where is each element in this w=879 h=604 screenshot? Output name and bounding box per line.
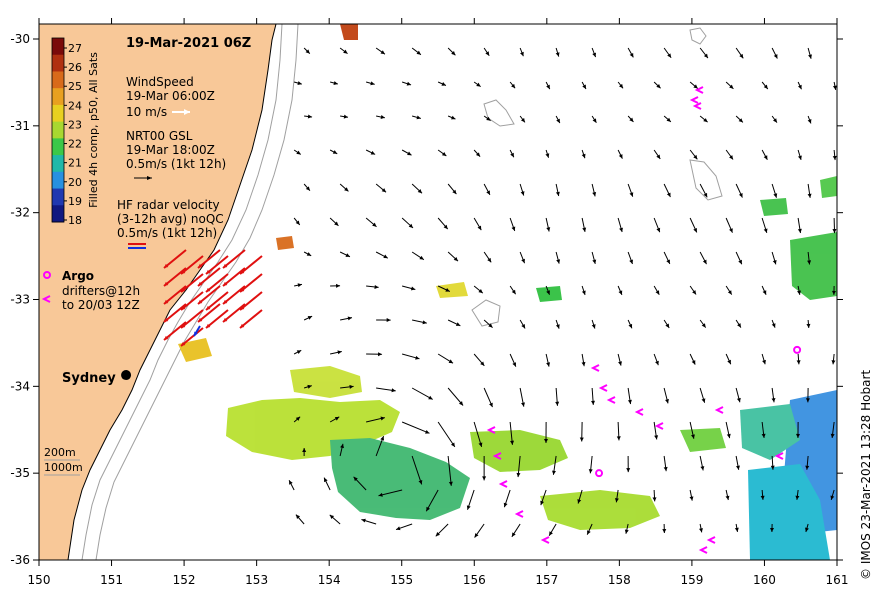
current-arrowhead (843, 120, 847, 124)
colorbar-tick-label: 18 (68, 214, 82, 227)
colorbar-label: Filled 4h comp, p50, All Sats (87, 52, 100, 208)
wind-title: WindSpeed (126, 75, 194, 89)
wind-time: 19-Mar 06:00Z (126, 89, 215, 103)
colorbar-tick-label: 25 (68, 80, 82, 93)
current-arrowhead (842, 261, 846, 265)
colorbar-cell (52, 205, 64, 222)
gsl-title: NRT00 GSL (126, 129, 193, 143)
current-arrowhead (840, 465, 844, 469)
colorbar-cell (52, 138, 64, 155)
drifters-label-1: drifters@12h (62, 284, 140, 298)
colorbar-cell (52, 55, 64, 72)
x-tick-label: 153 (245, 573, 268, 587)
current-arrow (844, 116, 845, 124)
colorbar-tick-label: 21 (68, 157, 82, 170)
colorbar-cell (52, 71, 64, 88)
colorbar-tick-label: 23 (68, 118, 82, 131)
colorbar-tick-label: 20 (68, 176, 82, 189)
x-tick-label: 161 (826, 573, 849, 587)
hf-sub: (3-12h avg) noQC (117, 212, 224, 226)
hf-scale: 0.5m/s (1kt 12h) (117, 226, 217, 240)
gsl-time: 19-Mar 18:00Z (126, 143, 215, 157)
depth-1000-label: 1000m (44, 461, 83, 474)
argo-label: Argo (62, 269, 94, 283)
colorbar-tick-label: 19 (68, 195, 82, 208)
current-arrowhead (842, 194, 846, 198)
colorbar-tick-label: 27 (68, 42, 82, 55)
map-title: 19-Mar-2021 06Z (126, 36, 251, 51)
sydney-label: Sydney (62, 371, 116, 386)
x-tick-label: 155 (390, 573, 413, 587)
current-arrowhead (843, 55, 847, 59)
current-arrowhead (842, 324, 846, 328)
current-arrow (844, 48, 845, 59)
drifters-label-2: to 20/03 12Z (62, 298, 140, 312)
x-tick-label: 160 (753, 573, 776, 587)
x-tick-label: 159 (680, 573, 703, 587)
wind-scale: 10 m/s (126, 105, 167, 119)
x-tick-label: 150 (28, 573, 51, 587)
colorbar-cell (52, 189, 64, 206)
current-arrowhead (841, 398, 845, 402)
sst-patch-green-e (760, 198, 788, 216)
x-tick-label: 156 (463, 573, 486, 587)
depth-200-label: 200m (44, 446, 76, 459)
colorbar-cell (52, 105, 64, 122)
y-tick-label: -30 (10, 32, 30, 46)
current-arrowhead (840, 527, 844, 531)
x-tick-label: 158 (608, 573, 631, 587)
x-tick-label: 157 (535, 573, 558, 587)
colorbar-tick-label: 26 (68, 61, 82, 74)
sst-patch-orange-coast (276, 236, 294, 250)
y-tick-label: -35 (10, 466, 30, 480)
colorbar-cell (52, 155, 64, 172)
y-tick-label: -32 (10, 206, 30, 220)
current-arrow (843, 320, 844, 328)
y-tick-label: -33 (10, 293, 30, 307)
hf-title: HF radar velocity (117, 198, 220, 212)
colorbar-cell (52, 38, 64, 55)
current-arrow (840, 524, 844, 532)
current-arrow (842, 388, 844, 402)
colorbar-cell (52, 88, 64, 105)
colorbar-tick-label: 22 (68, 138, 82, 151)
y-tick-label: -36 (10, 553, 30, 567)
x-tick-label: 154 (318, 573, 341, 587)
sst-patch-east-green (790, 232, 837, 300)
x-tick-label: 152 (173, 573, 196, 587)
y-tick-label: -34 (10, 379, 30, 393)
x-tick-label: 151 (100, 573, 123, 587)
current-arrow (841, 456, 844, 470)
y-tick-label: -31 (10, 119, 30, 133)
credit-label: © IMOS 23-Mar-2021 13:28 Hobart (859, 370, 873, 580)
colorbar-tick-label: 24 (68, 99, 82, 112)
colorbar-cell (52, 172, 64, 189)
colorbar-cell (52, 122, 64, 139)
gsl-scale: 0.5m/s (1kt 12h) (126, 157, 226, 171)
